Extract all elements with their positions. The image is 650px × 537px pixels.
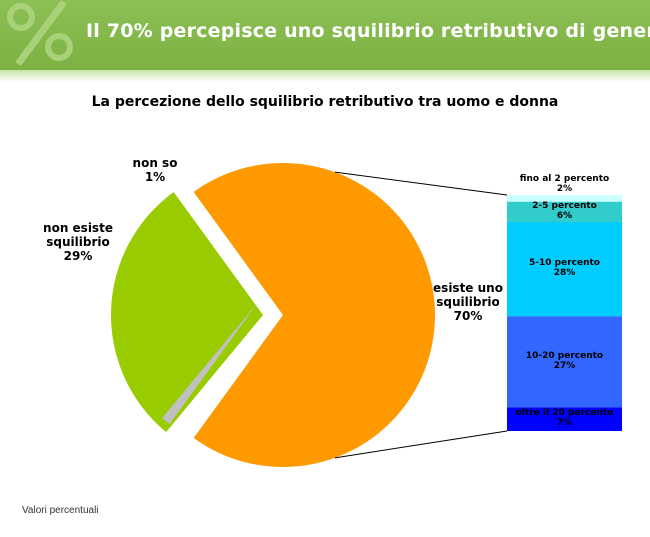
percent-icon bbox=[7, 0, 73, 66]
pie-label-esiste-uno-squilibrio: esiste uno squilibrio 70% bbox=[433, 281, 503, 323]
pie-value-label: 29% bbox=[64, 249, 93, 263]
bar-segment-2-5-percento bbox=[507, 201, 622, 222]
pie-label-non-so: non so 1% bbox=[133, 156, 178, 184]
pie-slice-non-esiste-squilibrio bbox=[111, 192, 264, 433]
connector-line-bottom bbox=[334, 430, 508, 459]
header-divider bbox=[0, 70, 650, 82]
bar-label-10-20-percento: 10-20 percento 27% bbox=[526, 351, 603, 371]
bar-segment-oltre-il-20-percento bbox=[507, 407, 622, 431]
pie-value-label: 70% bbox=[454, 309, 483, 323]
bar-label-oltre-il-20-percento: oltre il 20 percento 7% bbox=[516, 408, 614, 428]
chart-labels: esiste uno squilibrio 70% non esiste squilib… bbox=[43, 156, 613, 428]
bar-label-5-10-percento: 5-10 percento 28% bbox=[529, 258, 600, 278]
connector-lines bbox=[334, 171, 508, 459]
bar-segment-5-10-percento bbox=[507, 221, 622, 317]
bar-label-fino-al-2-percento: fino al 2 percento 2% bbox=[520, 174, 609, 194]
footnote: Valori percentuali bbox=[22, 505, 99, 516]
bar-segment-fino-al-2-percento bbox=[507, 195, 622, 202]
pie-value-label: 1% bbox=[145, 170, 165, 184]
connector-line-top bbox=[334, 171, 508, 196]
bar-label-2-5-percento: 2-5 percento 6% bbox=[532, 201, 597, 221]
bar-segment-10-20-percento bbox=[507, 316, 622, 408]
pie-chart bbox=[111, 163, 436, 468]
chart-title: La percezione dello squilibrio retributi… bbox=[91, 94, 559, 110]
header-bar bbox=[0, 0, 650, 70]
page-title: Il 70% percepisce uno squilibrio retribu… bbox=[86, 20, 650, 42]
pie-label-non-esiste-squilibrio: non esiste squilibrio 29% bbox=[43, 221, 113, 263]
pie-slice-esiste-uno-squilibrio bbox=[193, 163, 436, 468]
stacked-bar bbox=[507, 195, 622, 431]
pie-slice-non-so bbox=[162, 301, 259, 424]
